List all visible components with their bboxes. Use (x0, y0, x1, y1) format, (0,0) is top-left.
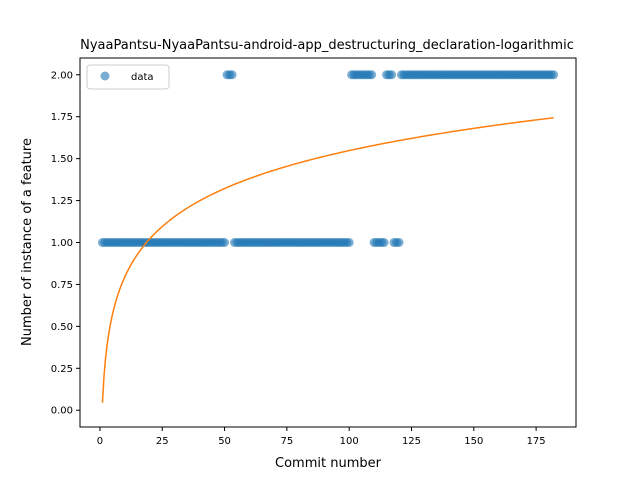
legend-marker (100, 71, 110, 81)
y-axis-label: Number of instance of a feature (20, 138, 35, 346)
data-point (549, 70, 559, 80)
y-tick-label: 1.25 (51, 196, 73, 207)
data-point (394, 238, 404, 247)
data-point (367, 70, 377, 80)
legend-entry-label: data (131, 72, 154, 83)
data-point (227, 70, 237, 80)
legend: data (86, 64, 170, 90)
x-tick-label: 125 (402, 436, 421, 447)
x-tick-label: 100 (340, 436, 359, 447)
y-tick-label: 1.50 (51, 154, 73, 165)
legend-box (86, 64, 170, 90)
y-tick-label: 0.00 (51, 406, 73, 417)
x-tick-label: 25 (156, 436, 169, 447)
x-tick-label: 150 (464, 436, 483, 447)
fit-curve (101, 117, 554, 403)
y-tick-label: 1.75 (51, 112, 73, 123)
chart-title: NyaaPantsu-NyaaPantsu-android-app_destru… (80, 38, 574, 53)
y-tick-label: 2.00 (51, 70, 73, 81)
y-tick-label: 0.25 (51, 364, 73, 375)
y-tick-label: 1.00 (51, 238, 73, 249)
y-axis-ticks: 0.00 0.25 0.50 0.75 1.00 1.25 1.50 1.75 2.00 (51, 70, 80, 417)
x-tick-label: 0 (97, 436, 103, 447)
x-tick-label: 50 (218, 436, 231, 447)
y-tick-label: 0.75 (51, 280, 73, 291)
scatter-points (97, 70, 559, 247)
data-point (220, 238, 230, 247)
data-point (387, 70, 397, 80)
x-axis-label: Commit number (275, 456, 382, 471)
data-point (379, 238, 389, 247)
x-axis-ticks: 0 25 50 75 100 125 150 175 (97, 427, 546, 447)
y-tick-label: 0.50 (51, 322, 73, 333)
x-tick-label: 175 (527, 436, 546, 447)
x-tick-label: 75 (281, 436, 294, 447)
data-point (344, 238, 354, 247)
